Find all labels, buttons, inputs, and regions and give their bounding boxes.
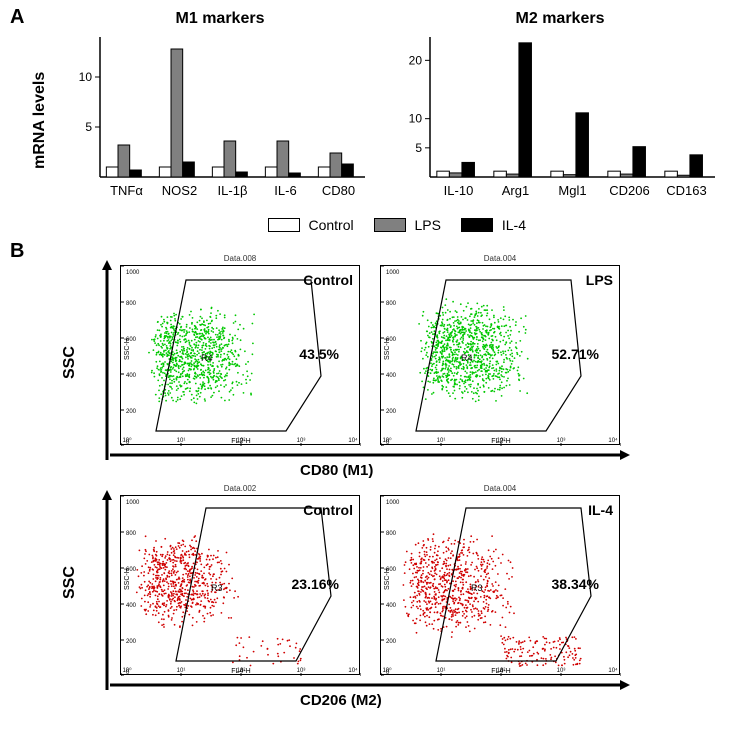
svg-text:600: 600 [386,337,397,343]
svg-text:IL-10: IL-10 [444,183,474,198]
svg-text:10¹: 10¹ [177,438,186,444]
facs-pct-3: 38.34% [552,576,599,592]
svg-text:10¹: 10¹ [177,668,186,674]
cd80-axis-label: CD80 (M1) [300,462,373,479]
svg-text:800: 800 [126,531,137,537]
svg-text:10²: 10² [497,668,506,674]
facs-control-cd80: Data.008 R4SSC-HFL2-H0200400600800100010… [120,265,360,445]
svg-text:10²: 10² [237,668,246,674]
svg-text:400: 400 [126,373,137,379]
svg-text:Arg1: Arg1 [502,183,529,198]
svg-text:10³: 10³ [557,438,566,444]
svg-text:10: 10 [409,112,423,126]
svg-text:IL-6: IL-6 [274,183,296,198]
facs-title-0: Control [303,272,353,288]
svg-text:600: 600 [126,567,137,573]
svg-text:R4: R4 [461,353,473,363]
legend-box-lps [374,218,406,232]
facs-file-1: Data.004 [484,254,516,263]
legend-label-control: Control [308,217,353,233]
facs-file-0: Data.008 [224,254,256,263]
m1-title: M1 markers [70,10,370,28]
svg-text:10⁴: 10⁴ [608,667,618,674]
svg-text:10⁰: 10⁰ [382,437,392,444]
m1-chart-svg: 5 10 TNFα NOS2 IL-1β IL-6 CD80 [70,32,370,207]
svg-text:Mgl1: Mgl1 [558,183,586,198]
ssc-axis-arrow-top [100,260,114,460]
svg-text:20: 20 [409,53,423,67]
svg-text:10³: 10³ [297,438,306,444]
svg-text:10²: 10² [497,438,506,444]
svg-text:800: 800 [126,301,137,307]
svg-text:1000: 1000 [126,500,140,506]
svg-text:800: 800 [386,301,397,307]
svg-text:1000: 1000 [386,270,400,276]
panel-a-label: A [10,6,24,29]
m2-chart-svg: 5 10 20 IL-10 Arg1 Mgl1 CD206 CD163 [400,32,720,207]
svg-text:CD80: CD80 [322,183,355,198]
ssc-label-top: SSC [61,319,79,379]
svg-text:TNFα: TNFα [110,183,143,198]
svg-text:600: 600 [126,337,137,343]
svg-text:10: 10 [79,70,93,84]
panel-b-label: B [10,240,24,263]
svg-text:CD206: CD206 [609,183,649,198]
facs-control-cd206: Data.002 R3SSC-HFL4-H0200400600800100010… [120,495,360,675]
svg-text:800: 800 [386,531,397,537]
ssc-label-bottom: SSC [61,539,79,599]
facs-il4-cd206: Data.004 R3SSC-HFL4-H0200400600800100010… [380,495,620,675]
svg-text:200: 200 [126,409,137,415]
ssc-axis-arrow-bottom [100,490,114,690]
svg-text:5: 5 [85,120,92,134]
panel-a-ylabel: mRNA levels [31,49,49,169]
facs-file-2: Data.002 [224,484,256,493]
svg-text:10¹: 10¹ [437,438,446,444]
svg-text:IL-1β: IL-1β [218,183,248,198]
facs-pct-0: 43.5% [299,346,339,362]
legend-label-lps: LPS [415,217,441,233]
svg-text:10²: 10² [237,438,246,444]
svg-text:400: 400 [386,373,397,379]
svg-text:10⁴: 10⁴ [608,437,618,444]
legend: Control LPS IL-4 [180,216,630,234]
legend-box-il4 [461,218,493,232]
m2-title: M2 markers [400,10,720,28]
facs-title-1: LPS [586,272,613,288]
svg-text:10¹: 10¹ [437,668,446,674]
svg-text:10⁰: 10⁰ [382,667,392,674]
facs-pct-2: 23.16% [292,576,339,592]
facs-lps-cd80: Data.004 R4SSC-HFL2-H0200400600800100010… [380,265,620,445]
facs-title-2: Control [303,502,353,518]
legend-label-il4: IL-4 [502,217,526,233]
svg-text:10⁴: 10⁴ [348,667,358,674]
m1-chart: M1 markers 5 10 TNFα NOS2 IL-1β IL-6 CD80 [70,10,370,210]
svg-text:10⁴: 10⁴ [348,437,358,444]
svg-text:R3: R3 [211,583,223,593]
facs-pct-1: 52.71% [552,346,599,362]
svg-text:200: 200 [126,639,137,645]
facs-file-3: Data.004 [484,484,516,493]
svg-text:1000: 1000 [386,500,400,506]
svg-text:1000: 1000 [126,270,140,276]
svg-text:400: 400 [126,603,137,609]
cd206-axis-label: CD206 (M2) [300,692,382,709]
svg-text:5: 5 [415,141,422,155]
svg-text:R3: R3 [471,583,483,593]
svg-text:10³: 10³ [557,668,566,674]
svg-text:400: 400 [386,603,397,609]
cd206-axis-arrow [110,678,630,692]
svg-text:NOS2: NOS2 [162,183,197,198]
svg-text:600: 600 [386,567,397,573]
facs-title-3: IL-4 [588,502,613,518]
svg-text:200: 200 [386,639,397,645]
legend-box-control [268,218,300,232]
svg-text:10⁰: 10⁰ [122,667,132,674]
svg-text:R4: R4 [201,353,213,363]
cd80-axis-arrow [110,448,630,462]
m2-chart: M2 markers 5 10 20 IL-10 Arg1 Mgl1 CD206 CD163 [400,10,720,210]
svg-text:200: 200 [386,409,397,415]
svg-text:10⁰: 10⁰ [122,437,132,444]
svg-text:CD163: CD163 [666,183,706,198]
svg-text:10³: 10³ [297,668,306,674]
